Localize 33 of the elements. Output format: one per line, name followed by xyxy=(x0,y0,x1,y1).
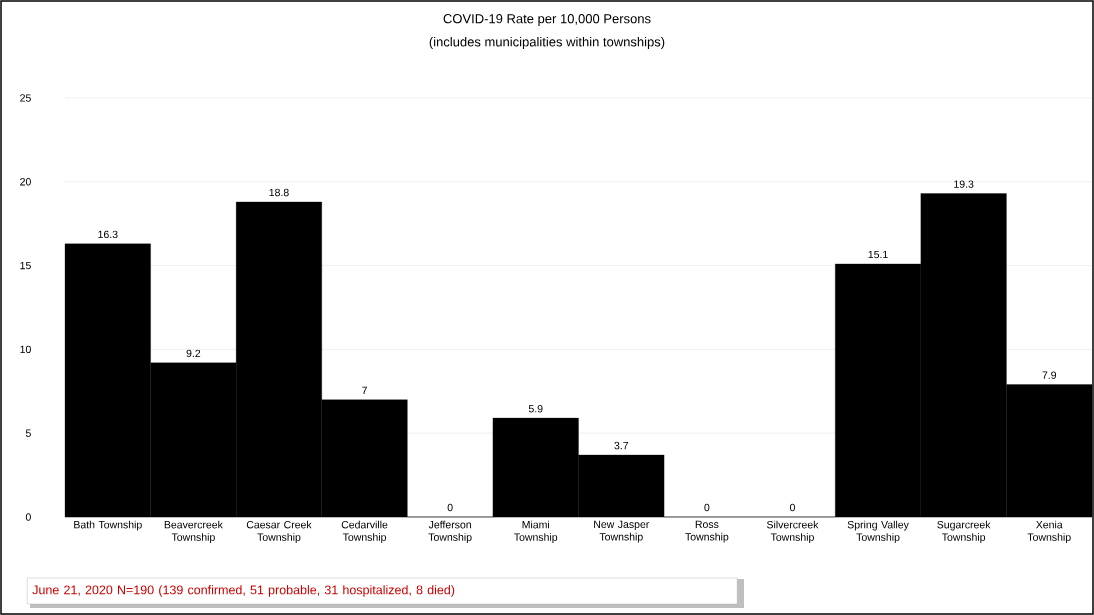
x-tick-label: Miami Township xyxy=(514,520,558,543)
x-tick-label: Cedarville Township xyxy=(341,520,388,543)
x-tick-label: Caesar Creek Township xyxy=(246,520,312,543)
x-tick-label: Jefferson Township xyxy=(428,520,472,543)
data-label: 15.1 xyxy=(868,250,888,259)
x-tick-label: Spring Valley Township xyxy=(847,520,909,543)
y-tick-label: 25 xyxy=(20,94,31,102)
y-tick-label: 15 xyxy=(20,261,31,270)
x-tick-label: Xenia Township xyxy=(1027,520,1071,543)
x-tick-label: Silvercreek Township xyxy=(766,520,819,543)
x-tick-label: Ross Township xyxy=(685,520,729,543)
x-tick-label: Sugarcreek Township xyxy=(937,520,991,543)
y-tick-label: 20 xyxy=(20,178,31,186)
data-label: 18.8 xyxy=(269,188,289,197)
text: June 21, 2020 N=190 (139 confirmed, 51 probable, 31 hospitalized, 8 died) xyxy=(32,585,455,597)
data-label: 5.9 xyxy=(528,404,543,413)
data-label: 7.9 xyxy=(1042,371,1057,379)
data-label: 0 xyxy=(447,503,453,512)
y-tick-label: 5 xyxy=(25,429,31,437)
chart-subtitle: (includes municipalities within townships) xyxy=(429,36,665,50)
y-tick-label: 0 xyxy=(25,513,31,521)
y-tick-label: 10 xyxy=(20,345,31,354)
chart-title: COVID-19 Rate per 10,000 Persons xyxy=(443,14,651,26)
data-label: 9.2 xyxy=(186,349,201,358)
data-label: 7 xyxy=(362,386,367,394)
data-label: 3.7 xyxy=(614,441,629,450)
data-label: 16.3 xyxy=(98,230,118,239)
data-label: 0 xyxy=(789,503,795,512)
x-tick-label: Bath Township xyxy=(74,520,142,531)
data-label: 0 xyxy=(704,503,710,512)
x-tick-label: New Jasper Township xyxy=(594,520,650,543)
x-tick-label: Beavercreek Township xyxy=(164,520,223,543)
data-label: 19.3 xyxy=(954,180,974,188)
